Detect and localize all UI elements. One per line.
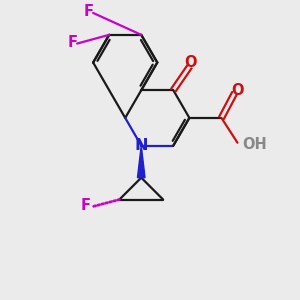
Polygon shape [137, 146, 145, 178]
Text: N: N [134, 138, 148, 153]
Text: F: F [81, 198, 91, 213]
Text: O: O [184, 55, 197, 70]
Text: F: F [84, 4, 94, 19]
Text: O: O [231, 83, 244, 98]
Text: F: F [68, 34, 78, 50]
Text: OH: OH [242, 137, 267, 152]
